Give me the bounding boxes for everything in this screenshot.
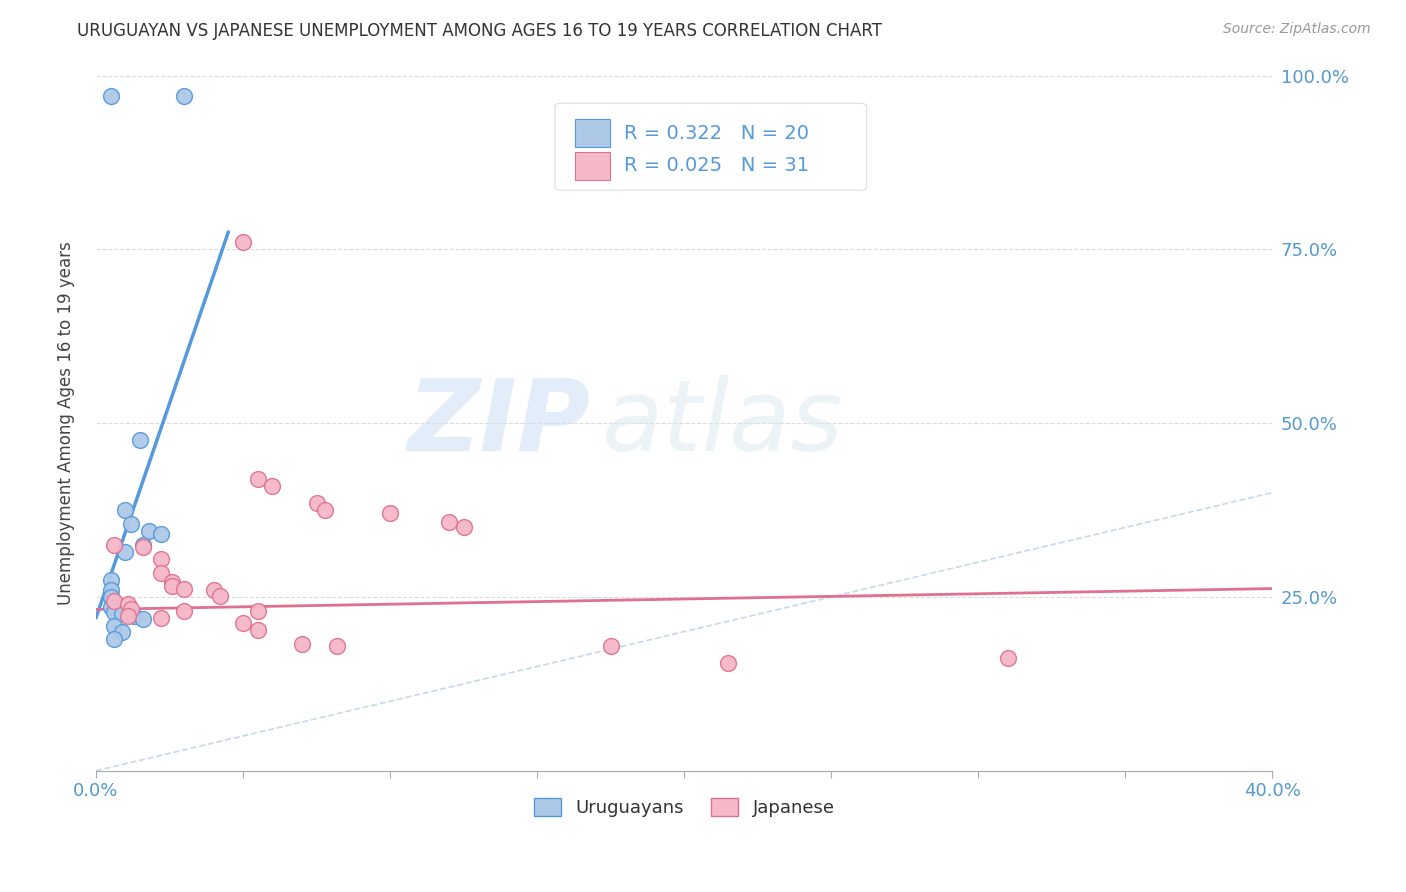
Point xyxy=(132,540,155,554)
Text: R = 0.322   N = 20: R = 0.322 N = 20 xyxy=(624,124,810,143)
Point xyxy=(149,611,172,625)
Point xyxy=(114,503,136,517)
Legend: Uruguayans, Japanese: Uruguayans, Japanese xyxy=(527,790,842,824)
Point xyxy=(246,624,269,638)
Point xyxy=(149,566,172,580)
Point xyxy=(437,515,460,529)
Point xyxy=(717,656,740,670)
FancyBboxPatch shape xyxy=(555,103,866,190)
Point xyxy=(100,89,122,103)
Point xyxy=(202,582,225,597)
Point xyxy=(103,632,125,646)
Point xyxy=(100,582,122,597)
Point xyxy=(453,520,475,534)
Point xyxy=(246,472,269,486)
Point xyxy=(132,612,155,626)
Point xyxy=(246,604,269,618)
Point xyxy=(117,609,139,624)
Text: Source: ZipAtlas.com: Source: ZipAtlas.com xyxy=(1223,22,1371,37)
Point xyxy=(173,582,195,596)
Point xyxy=(103,619,125,633)
FancyBboxPatch shape xyxy=(575,152,610,180)
Point xyxy=(120,602,142,616)
Point xyxy=(149,527,172,541)
Point xyxy=(120,516,142,531)
Point xyxy=(291,637,314,651)
Point xyxy=(208,589,231,603)
Point xyxy=(111,624,134,639)
Point xyxy=(997,651,1019,665)
Text: atlas: atlas xyxy=(602,375,844,472)
Y-axis label: Unemployment Among Ages 16 to 19 years: Unemployment Among Ages 16 to 19 years xyxy=(58,241,75,605)
Point xyxy=(117,597,139,611)
Point xyxy=(262,478,284,492)
Point xyxy=(100,573,122,587)
Text: URUGUAYAN VS JAPANESE UNEMPLOYMENT AMONG AGES 16 TO 19 YEARS CORRELATION CHART: URUGUAYAN VS JAPANESE UNEMPLOYMENT AMONG… xyxy=(77,22,883,40)
Point xyxy=(103,538,125,552)
Point xyxy=(173,604,195,618)
Point xyxy=(132,538,155,552)
Point xyxy=(129,434,152,448)
Point xyxy=(326,639,349,653)
Text: ZIP: ZIP xyxy=(408,375,591,472)
Point xyxy=(138,524,160,538)
Point xyxy=(314,503,336,517)
Point xyxy=(100,600,122,615)
Point xyxy=(232,616,254,631)
Point xyxy=(378,507,401,521)
Point xyxy=(122,609,145,624)
Point xyxy=(103,605,125,619)
Point xyxy=(100,590,122,604)
Point xyxy=(111,607,134,622)
Point xyxy=(305,496,328,510)
FancyBboxPatch shape xyxy=(575,120,610,147)
Point xyxy=(232,235,254,250)
Point xyxy=(103,594,125,608)
Point xyxy=(173,89,195,103)
Point xyxy=(149,551,172,566)
Point xyxy=(114,545,136,559)
Point xyxy=(162,574,184,589)
Text: R = 0.025   N = 31: R = 0.025 N = 31 xyxy=(624,156,810,176)
Point xyxy=(599,639,621,653)
Point xyxy=(162,579,184,593)
